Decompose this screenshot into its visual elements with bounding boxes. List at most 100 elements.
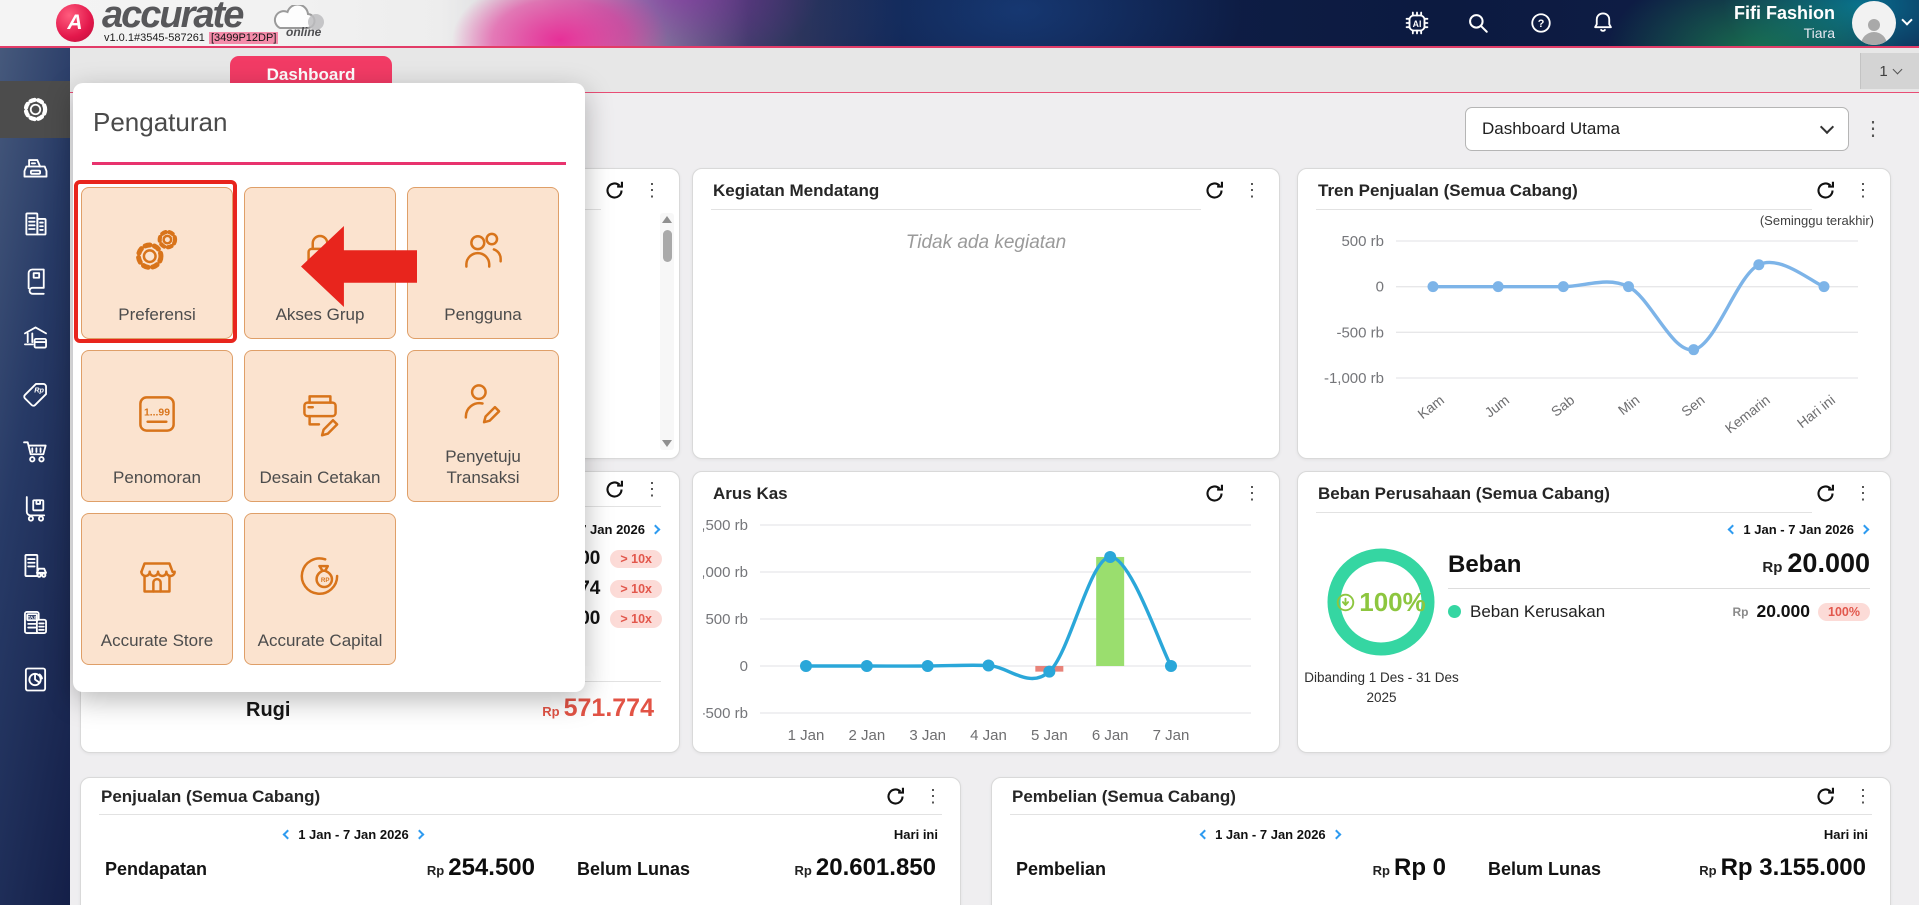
- kebab-icon[interactable]: ⋮: [1243, 180, 1261, 200]
- kebab-icon[interactable]: ⋮: [924, 786, 942, 806]
- next-period-icon[interactable]: [1859, 524, 1870, 535]
- svg-text:0: 0: [1376, 279, 1384, 296]
- summary-value: Rp 20.000: [1762, 548, 1870, 578]
- refresh-icon[interactable]: [1815, 786, 1836, 807]
- row-value: Rp Rp 0: [1372, 854, 1446, 881]
- svg-text:-500 rb: -500 rb: [1336, 324, 1384, 341]
- widget-kegiatan-mendatang: Kegiatan Mendatang ⋮ Tidak ada kegiatan: [692, 168, 1280, 459]
- refresh-icon[interactable]: [1204, 180, 1225, 201]
- shopping-cart-icon: [22, 441, 47, 463]
- tile-pengguna[interactable]: Pengguna: [407, 187, 559, 339]
- users-icon: [456, 198, 510, 304]
- svg-text:1,000 rb: 1,000 rb: [703, 564, 748, 581]
- sidebar-item-cash-register[interactable]: [0, 138, 70, 195]
- sidebar-item-company[interactable]: [0, 195, 70, 252]
- svg-text:0: 0: [740, 658, 748, 675]
- svg-text:5 Jan: 5 Jan: [1031, 727, 1068, 744]
- widget-title: Arus Kas: [713, 483, 788, 503]
- sidebar-item-sales-rp[interactable]: Rp: [0, 366, 70, 423]
- build-tag: [3499P12DP]: [208, 32, 279, 44]
- refresh-icon[interactable]: [604, 479, 625, 500]
- gears-icon: [130, 198, 184, 304]
- date-range-nav: 1 Jan - 7 Jan 2026: [1727, 522, 1870, 537]
- help-icon[interactable]: ?: [1526, 8, 1556, 38]
- refresh-icon[interactable]: [1204, 483, 1225, 504]
- accurate-logo-icon[interactable]: A: [56, 4, 94, 42]
- sidebar-item-purchases[interactable]: [0, 423, 70, 480]
- sidebar-item-inventory[interactable]: [0, 480, 70, 537]
- tile-accurate-store[interactable]: Accurate Store: [81, 513, 233, 665]
- dashboard-options-kebab-icon[interactable]: ⋮: [1863, 118, 1883, 140]
- sidebar-item-assets[interactable]: [0, 537, 70, 594]
- svg-text:Kemarin: Kemarin: [1722, 392, 1773, 437]
- refresh-icon[interactable]: [604, 180, 625, 201]
- row-label: Pembelian: [1016, 859, 1107, 879]
- avatar[interactable]: [1852, 1, 1896, 45]
- dashboard-selector-chevron-icon: [1819, 119, 1835, 134]
- kebab-icon[interactable]: ⋮: [1854, 180, 1872, 200]
- tile-akses-grup[interactable]: Akses Grup: [244, 187, 396, 339]
- kebab-icon[interactable]: ⋮: [1854, 483, 1872, 503]
- tile-penomoran[interactable]: 1...99 Penomoran: [81, 350, 233, 502]
- ai-assistant-icon[interactable]: AI: [1402, 8, 1432, 38]
- sidebar-item-tax[interactable]: TAX: [0, 594, 70, 651]
- sidebar-item-settings[interactable]: [0, 81, 70, 138]
- due-label: Belum Lunas: [1488, 859, 1602, 879]
- settings-tile-grid: Preferensi Akses Grup Pengguna: [81, 187, 559, 665]
- scroll-down-icon[interactable]: [662, 440, 672, 447]
- date-range-label: 1 Jan - 7 Jan 2026: [1215, 827, 1326, 842]
- svg-text:Sab: Sab: [1548, 392, 1578, 420]
- notifications-bell-icon[interactable]: [1588, 8, 1618, 38]
- next-period-icon[interactable]: [650, 524, 661, 535]
- legend-label: Beban Kerusakan: [1470, 601, 1606, 621]
- scrollbar-thumb[interactable]: [662, 230, 672, 262]
- tile-desain-cetakan[interactable]: Desain Cetakan: [244, 350, 396, 502]
- next-period-icon[interactable]: [1331, 829, 1342, 840]
- tile-label: Pengguna: [444, 304, 522, 324]
- approver-icon: [456, 361, 510, 446]
- dashboard-selector[interactable]: Dashboard Utama: [1465, 107, 1849, 151]
- kebab-icon[interactable]: ⋮: [643, 478, 661, 499]
- popup-title: Pengaturan: [93, 107, 228, 137]
- widget-scrollbar[interactable]: [660, 213, 674, 450]
- sidebar-item-bank[interactable]: [0, 309, 70, 366]
- widget-pembelian: Pembelian (Semua Cabang) ⋮ 1 Jan - 7 Jan…: [991, 777, 1891, 905]
- next-period-icon[interactable]: [414, 829, 425, 840]
- sidebar-item-reports[interactable]: [0, 651, 70, 708]
- account-info: Fifi Fashion Tiara: [1734, 3, 1835, 42]
- prev-period-icon[interactable]: [1727, 524, 1738, 535]
- refresh-icon[interactable]: [885, 786, 906, 807]
- window-counter[interactable]: 1: [1860, 53, 1919, 89]
- search-icon[interactable]: [1463, 8, 1493, 38]
- legend-item: Beban Kerusakan: [1448, 602, 1605, 622]
- svg-text:3 Jan: 3 Jan: [909, 727, 946, 744]
- widget-tren-penjualan: Tren Penjualan (Semua Cabang) ⋮ (Semingg…: [1297, 168, 1891, 459]
- svg-text:Rp: Rp: [34, 386, 44, 395]
- prev-period-icon[interactable]: [282, 829, 293, 840]
- refresh-icon[interactable]: [1815, 180, 1836, 201]
- svg-text:6 Jan: 6 Jan: [1092, 727, 1129, 744]
- tile-label: Preferensi: [118, 304, 196, 324]
- tile-penyetuju-transaksi[interactable]: Penyetuju Transaksi: [407, 350, 559, 502]
- summary-label: Beban: [1448, 551, 1522, 578]
- growth-badge: > 10x: [610, 550, 662, 568]
- tile-preferensi[interactable]: Preferensi: [81, 187, 233, 339]
- svg-text:1 Jan: 1 Jan: [788, 727, 825, 744]
- account-menu-chevron-icon[interactable]: [1901, 14, 1913, 26]
- donut-percentage: 100%: [1359, 586, 1426, 617]
- prev-period-icon[interactable]: [1199, 829, 1210, 840]
- kebab-icon[interactable]: ⋮: [643, 180, 661, 200]
- sidebar-item-ledger[interactable]: [0, 252, 70, 309]
- svg-text:Kam: Kam: [1414, 392, 1447, 422]
- date-range-nav: 1 Jan - 7 Jan 2026: [282, 827, 425, 842]
- scroll-up-icon[interactable]: [662, 216, 672, 223]
- refresh-icon[interactable]: [1815, 483, 1836, 504]
- window-counter-value: 1: [1879, 62, 1888, 80]
- tile-accurate-capital[interactable]: RP Accurate Capital: [244, 513, 396, 665]
- row-label: Pendapatan: [105, 859, 208, 879]
- widget-title: Penjualan (Semua Cabang): [101, 786, 321, 806]
- kebab-icon[interactable]: ⋮: [1854, 786, 1872, 806]
- svg-text:2 Jan: 2 Jan: [848, 727, 885, 744]
- kebab-icon[interactable]: ⋮: [1243, 483, 1261, 503]
